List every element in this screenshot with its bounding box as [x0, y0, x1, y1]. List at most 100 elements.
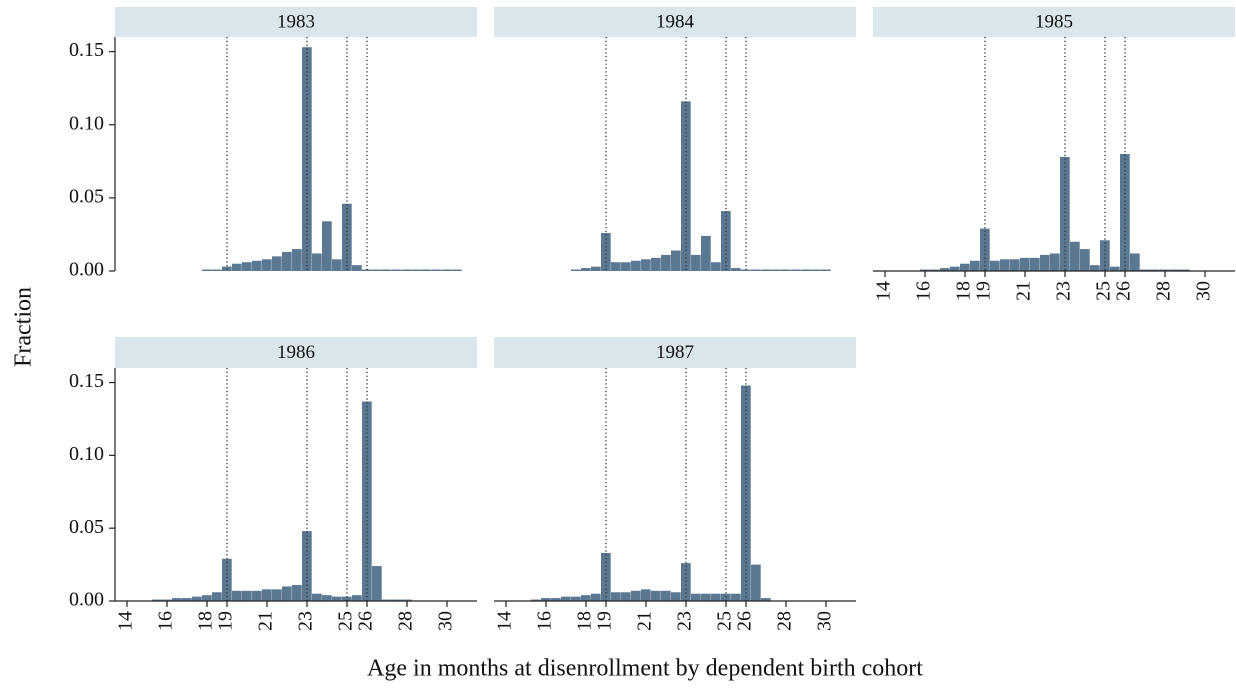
bar	[621, 262, 631, 271]
bar	[990, 260, 1000, 271]
bar	[452, 269, 462, 271]
x-tick-label: 14	[115, 611, 137, 631]
x-tick-label: 19	[215, 611, 237, 631]
bar	[581, 268, 591, 271]
bar	[1090, 265, 1100, 271]
bar	[1140, 269, 1150, 271]
bar	[631, 590, 641, 601]
bar	[1080, 249, 1090, 271]
bar	[1020, 257, 1030, 271]
x-tick-label: 28	[395, 611, 417, 631]
bar	[232, 590, 242, 601]
x-tick-label: 25	[714, 611, 736, 631]
panel-header	[494, 7, 856, 37]
bar	[282, 586, 292, 601]
bar	[402, 599, 412, 601]
bar	[711, 593, 721, 601]
bar	[601, 232, 611, 271]
x-tick-label: 16	[155, 611, 177, 631]
bar	[1040, 254, 1050, 271]
panel-title: 1983	[277, 11, 315, 32]
bar	[172, 598, 182, 601]
bar	[1110, 266, 1120, 271]
panel-title: 1986	[277, 342, 315, 363]
bar	[192, 596, 202, 601]
x-tick-label: 26	[734, 611, 756, 631]
bar	[272, 256, 282, 271]
bar	[701, 235, 711, 271]
y-tick-label: 0.00	[69, 259, 104, 281]
bar	[571, 269, 581, 271]
bar	[252, 260, 262, 271]
bar	[631, 260, 641, 271]
bar	[721, 211, 731, 271]
bar	[801, 269, 811, 271]
bar	[422, 269, 432, 271]
bar	[691, 593, 701, 601]
bar	[1130, 253, 1140, 271]
x-tick-label: 19	[973, 281, 995, 301]
bar	[651, 257, 661, 271]
bar	[152, 599, 162, 601]
panel-header	[115, 337, 477, 368]
bar	[761, 598, 771, 601]
bar	[262, 259, 272, 271]
bar	[342, 203, 352, 271]
y-tick-label: 0.15	[69, 39, 104, 61]
x-tick-label: 23	[1053, 281, 1075, 301]
x-tick-label: 16	[534, 611, 556, 631]
bar	[661, 254, 671, 271]
y-tick-label: 0.10	[69, 112, 104, 134]
x-tick-label: 25	[1093, 281, 1115, 301]
bar	[402, 269, 412, 271]
x-tick-label: 30	[1193, 281, 1215, 301]
bar	[591, 593, 601, 601]
bar	[781, 269, 791, 271]
bar	[432, 269, 442, 271]
bar	[1000, 259, 1010, 271]
bar	[751, 564, 761, 601]
bar	[980, 228, 990, 271]
x-tick-label: 23	[295, 611, 317, 631]
bar	[671, 250, 681, 271]
bar	[282, 251, 292, 271]
y-tick-label: 0.15	[69, 370, 104, 392]
bar	[970, 260, 980, 271]
x-tick-label: 28	[1153, 281, 1175, 301]
x-tick-label: 18	[574, 611, 596, 631]
x-tick-label: 26	[355, 611, 377, 631]
bar	[292, 584, 302, 601]
x-tick-label: 25	[335, 611, 357, 631]
bar	[222, 558, 232, 601]
bar	[571, 596, 581, 601]
bar	[1070, 241, 1080, 271]
y-tick-label: 0.05	[69, 516, 104, 538]
y-tick-label: 0.10	[69, 443, 104, 465]
bar	[412, 269, 422, 271]
bar	[591, 266, 601, 271]
bar	[262, 589, 272, 601]
bar	[950, 266, 960, 271]
bar	[621, 592, 631, 601]
bar	[731, 268, 741, 271]
x-tick-label: 21	[255, 611, 277, 631]
bar	[721, 593, 731, 601]
bar	[242, 590, 252, 601]
x-tick-label: 21	[634, 611, 656, 631]
bar	[581, 595, 591, 601]
bar	[392, 269, 402, 271]
x-tick-label: 21	[1013, 281, 1035, 301]
bar	[741, 385, 751, 601]
bar	[1030, 257, 1040, 271]
bar	[242, 262, 252, 271]
bar	[1170, 269, 1180, 271]
panel-header	[115, 7, 477, 37]
bar	[1010, 259, 1020, 271]
bar	[541, 598, 551, 601]
bar	[362, 269, 372, 271]
bar	[791, 269, 801, 271]
bar	[372, 269, 382, 271]
bar	[651, 590, 661, 601]
bar	[202, 595, 212, 601]
bar	[711, 262, 721, 271]
